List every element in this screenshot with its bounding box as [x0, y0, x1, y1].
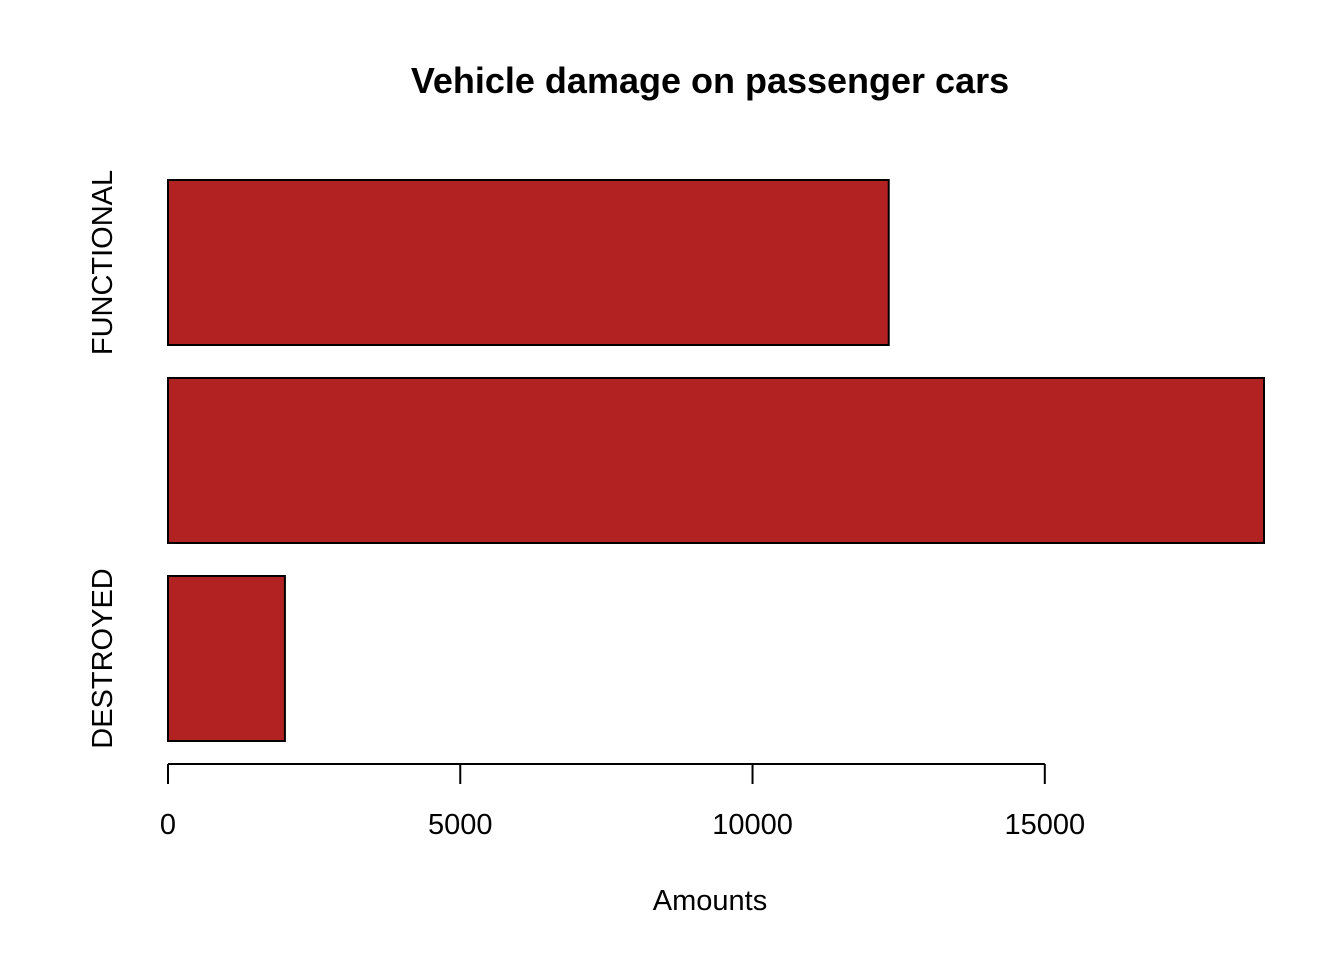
- category-label: DESTROYED: [87, 568, 119, 748]
- x-tick-label: 15000: [1004, 809, 1085, 841]
- bar: [167, 179, 890, 346]
- bar: [167, 575, 286, 742]
- bars-group: [167, 179, 1265, 742]
- x-tick-label: 0: [160, 809, 176, 841]
- x-tick-label: 10000: [712, 809, 793, 841]
- x-tick-label: 5000: [428, 809, 493, 841]
- category-label: FUNCTIONAL: [87, 170, 119, 355]
- bar: [167, 377, 1265, 544]
- x-axis: 0 5000 10000 15000: [160, 763, 1085, 841]
- x-axis-label: Amounts: [653, 885, 767, 917]
- chart-title: Vehicle damage on passenger cars: [411, 60, 1009, 101]
- category-labels-group: DESTROYED FUNCTIONAL: [87, 170, 119, 749]
